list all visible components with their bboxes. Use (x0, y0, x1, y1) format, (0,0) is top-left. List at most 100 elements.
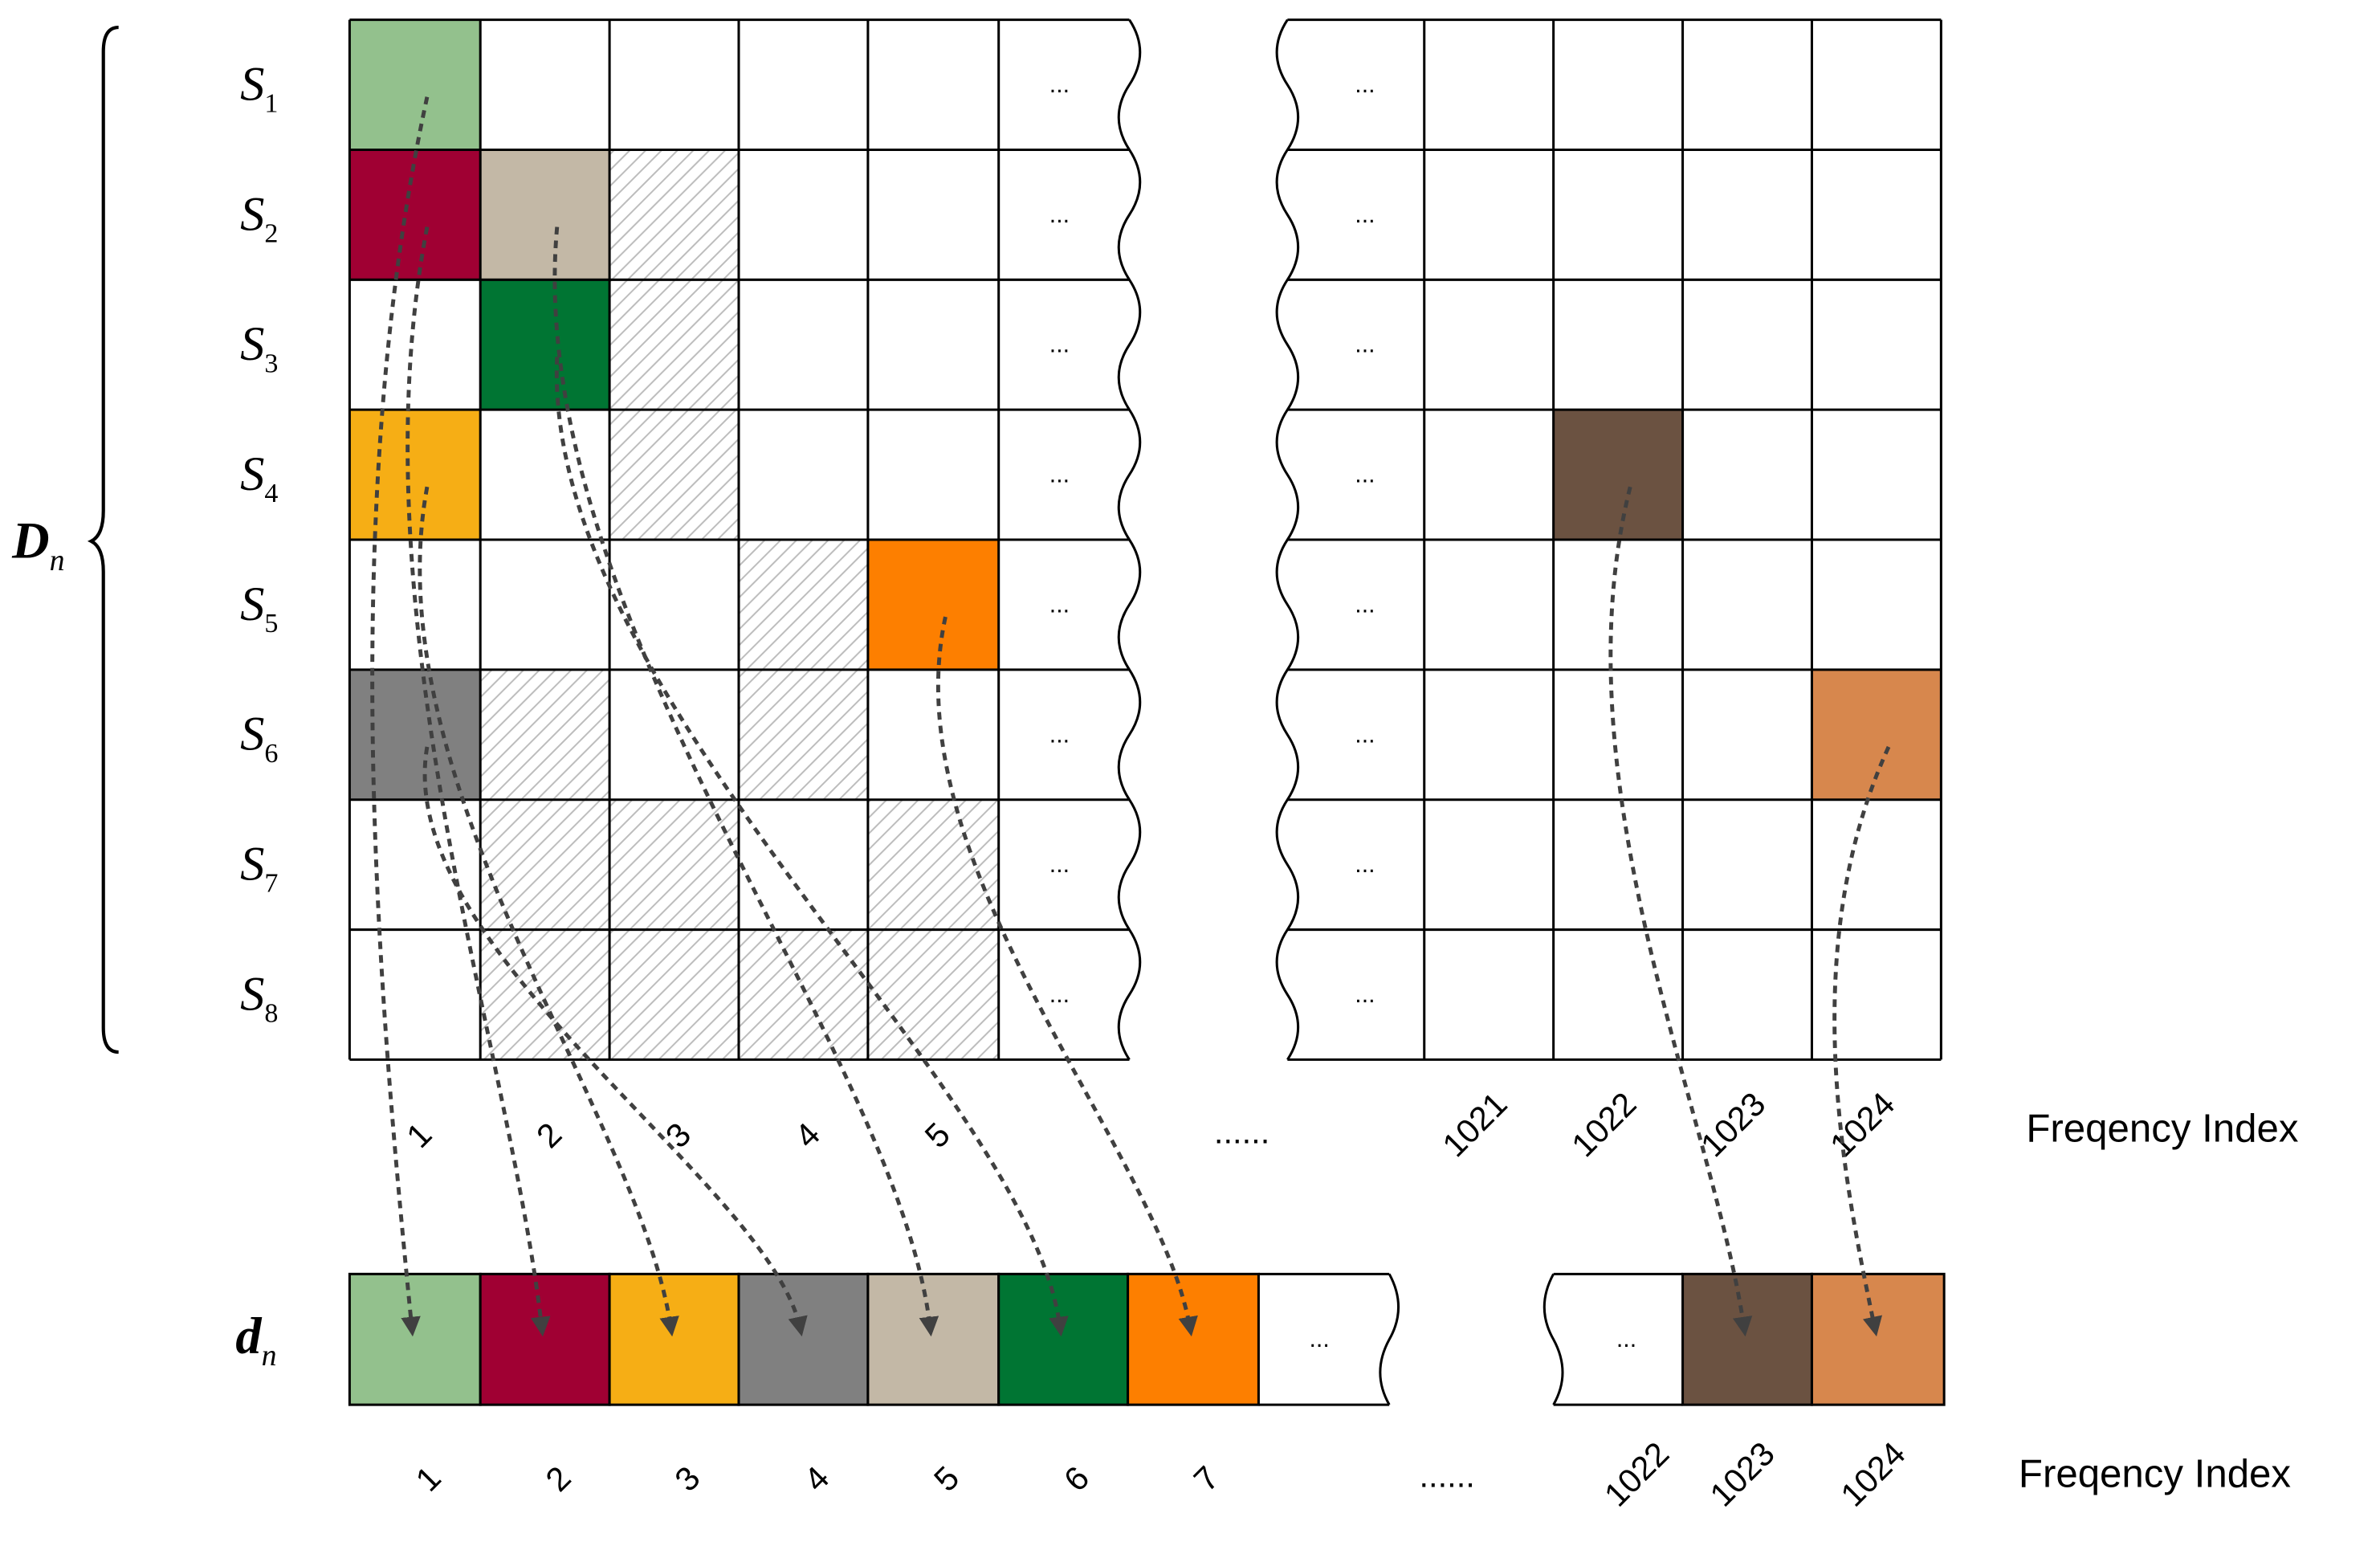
vector-cell (866, 1272, 1000, 1406)
vector-index-label: 5 (927, 1458, 967, 1499)
colored-cell (1811, 669, 1942, 800)
cell-ellipsis: ... (1355, 981, 1375, 1008)
colored-cell (349, 669, 481, 800)
matrix-cells (349, 19, 1942, 1060)
row-label: S5 (240, 577, 278, 638)
mapping-arrow (555, 357, 1069, 1337)
row-label: S1 (240, 57, 278, 118)
axis-title: Freqency Index (2026, 1107, 2299, 1151)
mapping-arrow (405, 226, 551, 1337)
colored-cell (1553, 410, 1683, 540)
column-index-label: 1022 (1564, 1085, 1644, 1165)
vector-cell (737, 1272, 870, 1406)
hatched-cell (609, 279, 739, 410)
break-wave-right (1275, 18, 1300, 1061)
cell-ellipsis: ... (1049, 591, 1070, 618)
vector-cell (997, 1272, 1130, 1406)
cell-ellipsis: ... (1355, 71, 1375, 98)
matrix-grid (87, 18, 1942, 1061)
axis-ellipsis: ...... (1214, 1113, 1269, 1151)
colored-cell (349, 149, 481, 280)
vector-index-label: 2 (538, 1458, 578, 1499)
mapping-arrows (370, 96, 1891, 1337)
cell-ellipsis: ... (1049, 462, 1070, 488)
colored-cell (349, 410, 481, 540)
cell-ellipsis: ... (1049, 202, 1070, 228)
matrix-label: Dn (11, 512, 64, 577)
mapping-arrow (552, 226, 939, 1337)
vector-break-right (1543, 1273, 1564, 1405)
hatched-cell (609, 410, 739, 540)
cell-ellipsis: ... (1049, 851, 1070, 878)
hatched-cell (609, 149, 739, 280)
brace (87, 25, 119, 1054)
row-label: S6 (240, 708, 278, 769)
vector-cells (348, 1272, 1946, 1406)
vector-index-label: 3 (667, 1458, 707, 1499)
colored-cell (867, 540, 999, 670)
vector-label: dn (235, 1307, 276, 1373)
vector-index-label: 6 (1057, 1458, 1097, 1499)
cell-ellipsis: ... (1355, 721, 1375, 748)
hatched-cell (738, 929, 868, 1060)
vector-cell (348, 1272, 482, 1406)
vector-cell (1681, 1272, 1813, 1406)
cell-ellipsis: ... (1049, 721, 1070, 748)
cell-ellipsis: ... (1049, 71, 1070, 98)
hatched-cell (867, 799, 999, 930)
row-label: S8 (240, 967, 278, 1028)
hatched-cell (867, 929, 999, 1060)
mapping-arrow (370, 96, 430, 1337)
column-index-label: 2 (529, 1115, 569, 1155)
cell-ellipsis: ... (1355, 202, 1375, 228)
vector-index-label: 7 (1186, 1458, 1226, 1499)
vector-cell (479, 1272, 611, 1406)
mapping-arrow (935, 616, 1198, 1337)
hatched-cell (480, 799, 610, 930)
vector-index-label: 4 (797, 1458, 837, 1499)
row-label: S7 (240, 838, 278, 899)
colored-cell (480, 279, 610, 410)
vector-cell (1127, 1272, 1260, 1406)
row-label: S3 (240, 317, 278, 378)
vector-cell (1810, 1272, 1946, 1406)
mapping-arrow (1608, 486, 1753, 1337)
cell-ellipsis: ... (1355, 332, 1375, 358)
column-index-label: 1 (399, 1115, 439, 1155)
hatched-cell (480, 669, 610, 800)
hatched-cell (609, 799, 739, 930)
mapping-arrow (1832, 745, 1891, 1337)
column-index-label: 5 (917, 1115, 957, 1155)
cell-ellipsis: ... (1049, 981, 1070, 1008)
hatched-cell (738, 669, 868, 800)
vector-cell (608, 1272, 740, 1406)
mapping-arrow (422, 746, 808, 1337)
cell-ellipsis: ... (1355, 462, 1375, 488)
vector-index-label: 1024 (1833, 1434, 1913, 1514)
axis-ellipsis: ...... (1419, 1456, 1474, 1494)
hatched-cell (738, 540, 868, 670)
colored-cell (480, 149, 610, 280)
vector-index-label: 1023 (1702, 1434, 1782, 1514)
row-label: S2 (240, 187, 278, 248)
break-wave-left (1117, 18, 1142, 1061)
vector-index-label: 1022 (1597, 1434, 1677, 1514)
column-index-label: 1021 (1435, 1085, 1514, 1165)
vector-break-left (1379, 1273, 1400, 1405)
cell-ellipsis: ... (1310, 1326, 1330, 1352)
row-label: S4 (240, 447, 278, 508)
mapping-arrow (418, 486, 679, 1337)
column-index-label: 1024 (1823, 1085, 1902, 1165)
axis-title: Freqency Index (2019, 1451, 2292, 1495)
hatched-cell (480, 929, 610, 1060)
vector-index-label: 1 (408, 1458, 448, 1499)
cell-ellipsis: ... (1355, 591, 1375, 618)
cell-ellipsis: ... (1355, 851, 1375, 878)
cell-ellipsis: ... (1616, 1326, 1636, 1352)
colored-cell (349, 19, 481, 150)
column-index-label: 3 (658, 1115, 699, 1155)
column-index-label: 4 (788, 1115, 828, 1155)
cell-ellipsis: ... (1049, 332, 1070, 358)
